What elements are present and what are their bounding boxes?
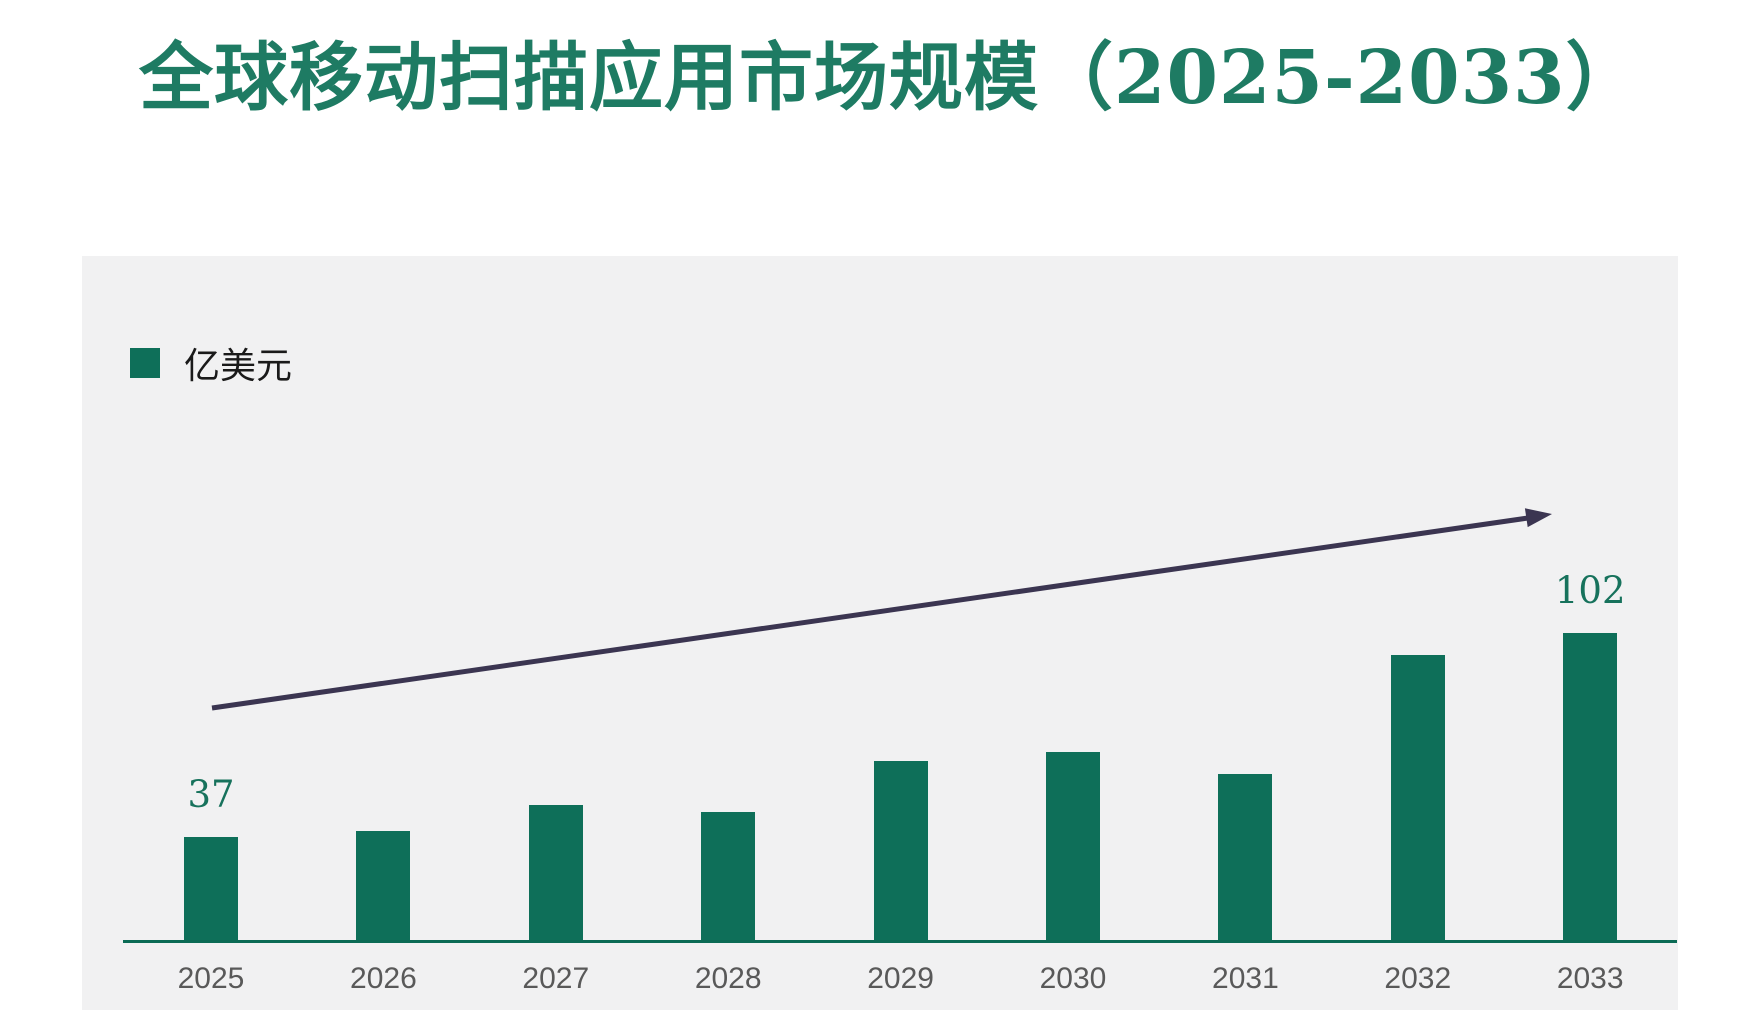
x-tick-label-2033: 2033 (1556, 962, 1624, 995)
bar-2029 (873, 761, 928, 940)
bar-2025 (184, 837, 238, 940)
bar-2030 (1046, 752, 1100, 940)
bar-2031 (1218, 774, 1273, 940)
x-tick-label-2028: 2028 (694, 962, 762, 995)
legend: 亿美元 (130, 337, 292, 389)
x-tick-label-2032: 2032 (1384, 962, 1452, 995)
legend-swatch-icon (130, 348, 160, 378)
trend-arrow (211, 508, 1552, 711)
x-tick-label-2031: 2031 (1212, 962, 1279, 995)
bar-2028 (701, 812, 756, 940)
chart-panel: 亿美元 2025 37 2026 2027 2028 2029 2030 2031 2032 20… (82, 256, 1678, 1010)
bar-2032 (1390, 655, 1445, 940)
bar-series: 2025 37 2026 2027 2028 2029 2030 2031 2032 2033 10… (82, 256, 1678, 1010)
arrowhead-icon (1524, 508, 1552, 528)
x-tick-label-2030: 2030 (1039, 962, 1107, 995)
x-tick-label-2026: 2026 (350, 962, 417, 995)
x-tick-label-2029: 2029 (867, 962, 934, 995)
chart-title: 全球移动扫描应用市场规模（2025-2033） (139, 35, 1641, 121)
bar-2027 (528, 805, 583, 940)
x-tick-label-2027: 2027 (522, 962, 590, 995)
x-tick-label-2025: 2025 (177, 962, 245, 995)
legend-label: 亿美元 (184, 346, 293, 387)
x-axis-line (123, 940, 1677, 943)
bar-value-label-2025: 37 (187, 773, 235, 817)
bar-2026 (356, 831, 411, 940)
bar-value-label-2033: 102 (1554, 569, 1626, 613)
bar-2033 (1563, 633, 1618, 940)
